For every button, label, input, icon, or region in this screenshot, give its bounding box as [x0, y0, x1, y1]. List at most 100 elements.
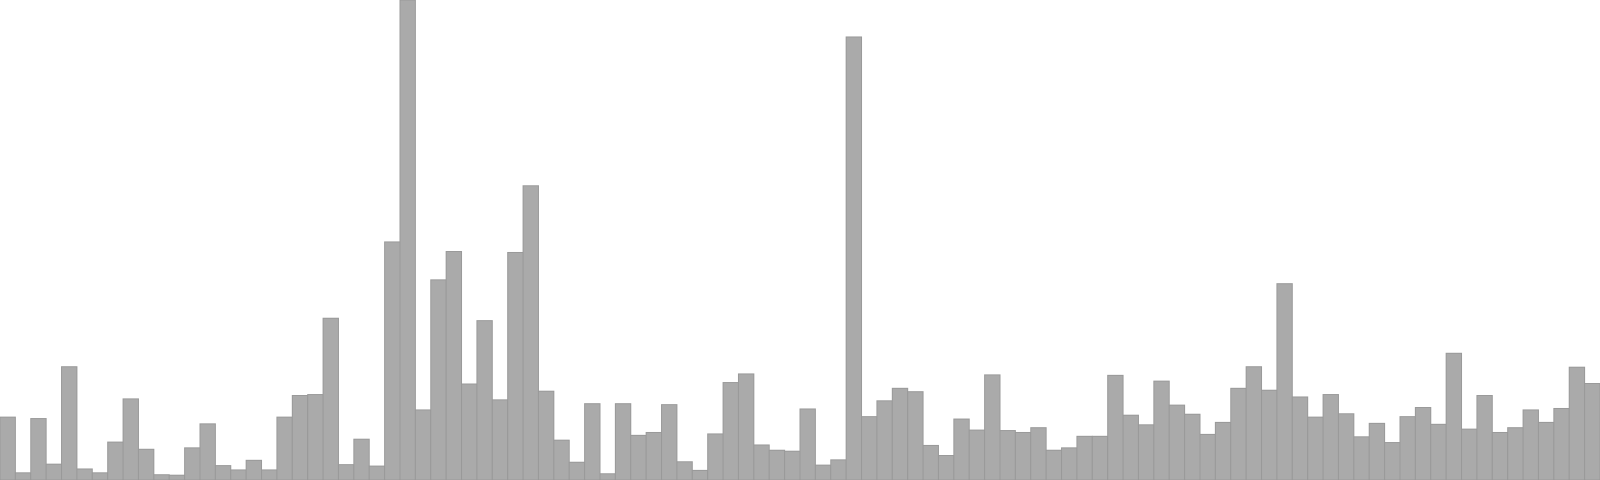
bar-45 — [691, 469, 709, 480]
bar-27 — [414, 409, 432, 480]
bar-60 — [922, 444, 939, 480]
bar-39 — [599, 473, 616, 480]
bar-25 — [384, 241, 401, 480]
bar-23 — [353, 438, 370, 480]
bar-96 — [1476, 395, 1493, 480]
bar-40 — [614, 403, 632, 480]
bar-63 — [968, 429, 986, 480]
bar-76 — [1168, 404, 1186, 480]
bar-93 — [1430, 423, 1447, 480]
bar-3 — [45, 463, 63, 480]
bar-80 — [1230, 387, 1247, 480]
bar-1 — [14, 472, 32, 480]
bar-48 — [737, 373, 755, 480]
bar-18 — [276, 416, 293, 480]
bar-26 — [399, 0, 416, 480]
bar-73 — [1122, 414, 1139, 480]
bar-42 — [645, 431, 663, 480]
bar-102 — [1568, 366, 1586, 480]
bar-5 — [76, 468, 93, 480]
bar-84 — [1291, 396, 1309, 480]
bar-59 — [907, 391, 924, 480]
bar-83 — [1276, 283, 1293, 480]
bar-24 — [368, 465, 386, 480]
bar-87 — [1337, 413, 1355, 480]
bar-64 — [984, 374, 1001, 480]
bar-10 — [153, 474, 170, 480]
bar-89 — [1368, 422, 1386, 480]
bar-15 — [230, 469, 247, 480]
bar-20 — [307, 394, 324, 480]
bar-95 — [1461, 428, 1478, 480]
bar-49 — [753, 444, 770, 480]
bar-22 — [337, 464, 355, 480]
bar-100 — [1537, 421, 1555, 480]
bar-77 — [1184, 413, 1201, 480]
bar-71 — [1091, 435, 1109, 480]
bar-12 — [184, 447, 201, 480]
bar-78 — [1199, 433, 1216, 480]
bar-86 — [1322, 394, 1339, 480]
bar-4 — [61, 366, 78, 480]
bar-17 — [261, 469, 278, 480]
bar-103 — [1584, 383, 1600, 480]
bar-56 — [861, 416, 878, 480]
bar-46 — [707, 433, 724, 480]
bar-16 — [245, 459, 263, 480]
bar-2 — [30, 418, 47, 480]
bar-85 — [1307, 416, 1324, 480]
bar-37 — [568, 461, 586, 480]
bar-81 — [1245, 366, 1263, 480]
bar-69 — [1061, 447, 1078, 480]
bar-79 — [1214, 421, 1232, 480]
bar-68 — [1045, 449, 1063, 480]
bar-34 — [522, 185, 539, 480]
bar-52 — [799, 408, 816, 480]
bar-29 — [445, 251, 463, 480]
bar-30 — [461, 383, 478, 480]
bar-61 — [937, 455, 955, 480]
bar-44 — [676, 461, 693, 480]
bar-51 — [784, 450, 801, 480]
bar-32 — [491, 399, 509, 480]
bar-65 — [999, 430, 1016, 480]
bar-9 — [137, 448, 155, 480]
bar-99 — [1522, 409, 1539, 480]
bar-70 — [1076, 435, 1093, 480]
bar-101 — [1553, 407, 1570, 480]
bar-75 — [1153, 380, 1170, 480]
bar-28 — [430, 279, 447, 480]
bar-7 — [107, 441, 124, 480]
bar-62 — [953, 418, 970, 480]
bar-72 — [1107, 374, 1124, 480]
bar-31 — [476, 320, 493, 480]
bar-35 — [537, 390, 555, 480]
bar-43 — [661, 404, 678, 480]
bar-92 — [1414, 407, 1432, 480]
bar-53 — [814, 464, 832, 480]
bar-38 — [584, 403, 601, 480]
bar-11 — [168, 474, 186, 480]
bar-57 — [876, 400, 893, 480]
bar-36 — [553, 439, 570, 480]
bar-14 — [214, 465, 232, 480]
bar-0 — [0, 416, 16, 480]
bar-98 — [1507, 427, 1524, 480]
bar-55 — [845, 36, 863, 480]
bar-8 — [122, 398, 139, 480]
bar-13 — [199, 423, 216, 480]
bar-33 — [507, 251, 524, 480]
bar-21 — [322, 317, 339, 480]
bar-47 — [722, 382, 739, 480]
bar-50 — [768, 449, 786, 480]
bar-82 — [1261, 389, 1278, 480]
bar-41 — [630, 434, 647, 480]
bar-58 — [891, 387, 909, 480]
bar-90 — [1384, 442, 1401, 480]
bar-94 — [1445, 352, 1463, 480]
bar-88 — [1353, 436, 1370, 480]
bar-6 — [91, 472, 109, 480]
bar-91 — [1399, 416, 1416, 480]
